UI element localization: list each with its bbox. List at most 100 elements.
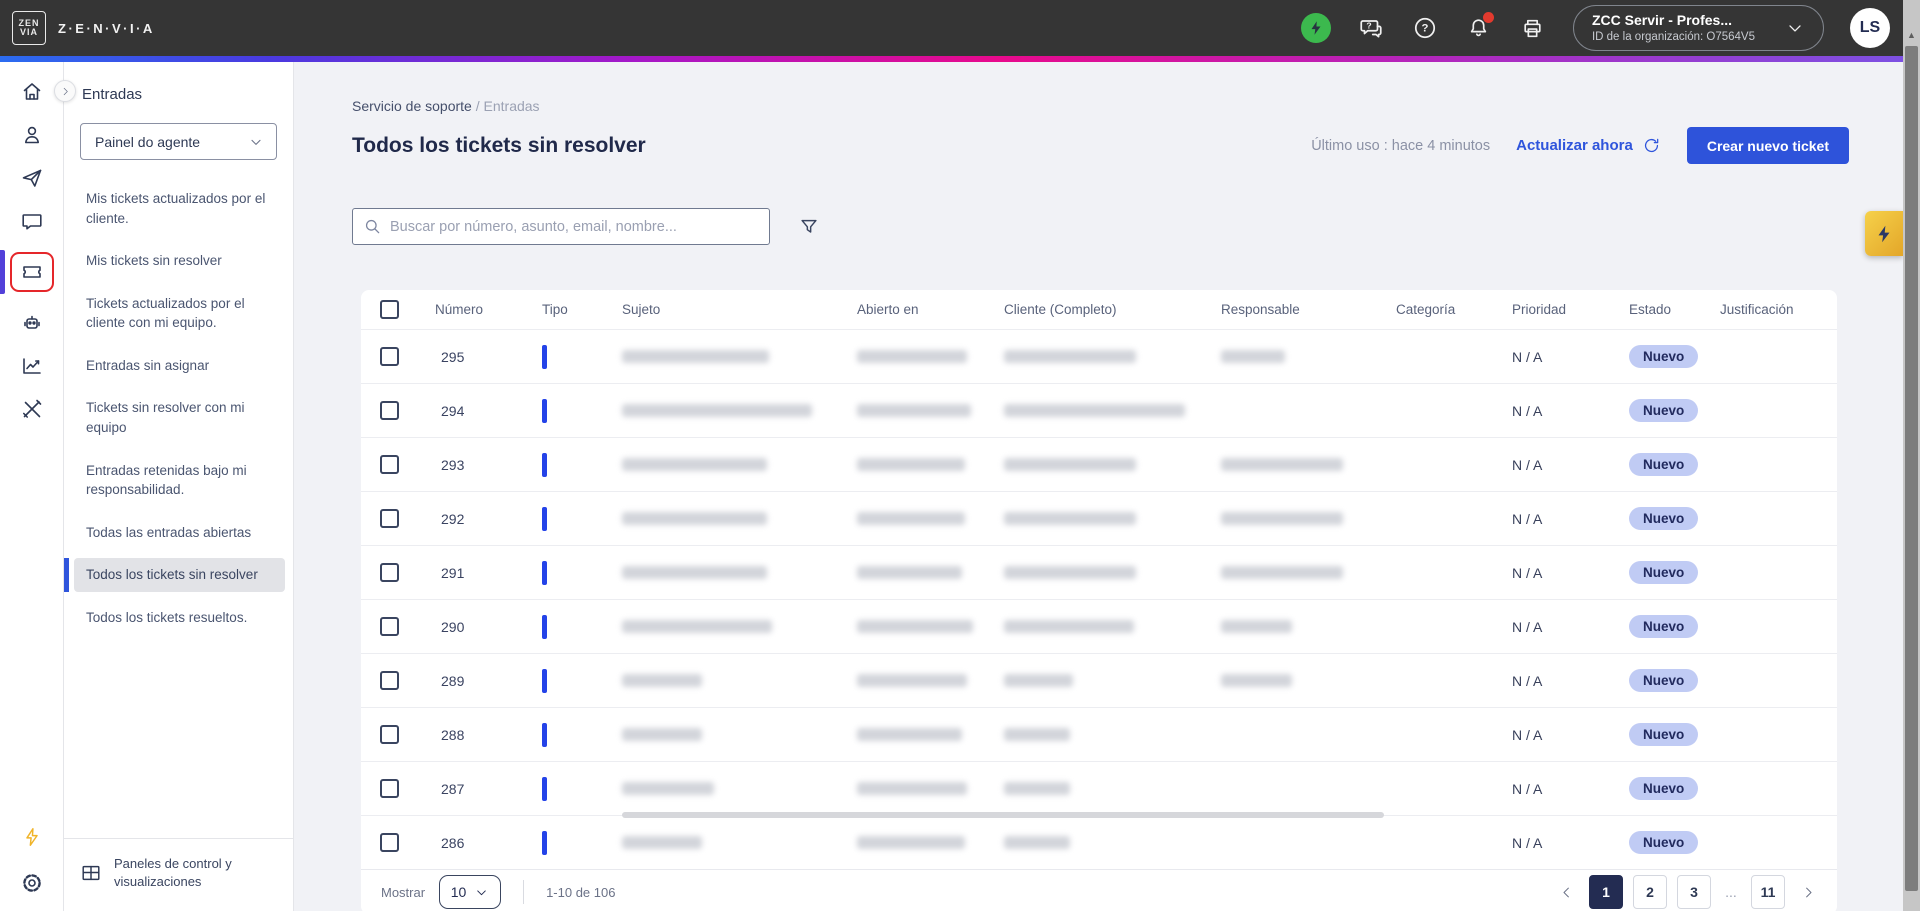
refresh-now-link[interactable]: Actualizar ahora xyxy=(1516,136,1661,155)
sidebar-item-label: Mis tickets actualizados por el cliente. xyxy=(86,191,266,226)
panel-select[interactable]: Painel do agente xyxy=(80,123,277,160)
sidebar-item-label: Tickets sin resolver con mi equipo xyxy=(86,400,245,435)
printer-icon[interactable] xyxy=(1519,14,1547,42)
row-checkbox[interactable] xyxy=(380,617,399,636)
row-cliente-cell xyxy=(1004,566,1221,579)
row-checkbox[interactable] xyxy=(380,833,399,852)
row-checkbox-cell xyxy=(361,617,435,636)
sidebar-item[interactable]: Todos los tickets sin resolver xyxy=(64,558,285,592)
table-row[interactable]: 294 N / A Nuevo xyxy=(361,383,1837,437)
quick-actions-lightning-icon[interactable] xyxy=(0,825,64,849)
row-checkbox[interactable] xyxy=(380,563,399,582)
row-checkbox[interactable] xyxy=(380,725,399,744)
redacted-cliente xyxy=(1004,782,1070,795)
column-header[interactable]: Tipo xyxy=(542,302,568,317)
row-checkbox[interactable] xyxy=(380,671,399,690)
icon-rail xyxy=(0,62,64,911)
previous-page-chevron[interactable] xyxy=(1553,879,1579,905)
notifications-bell-icon[interactable] xyxy=(1465,12,1494,42)
send-campaign-icon[interactable] xyxy=(0,166,64,190)
table-row[interactable]: 295 N / A Nuevo xyxy=(361,329,1837,383)
column-header[interactable]: Estado xyxy=(1629,302,1672,317)
page-button[interactable]: 3 xyxy=(1677,875,1711,909)
sidebar-item[interactable]: Todas las entradas abiertas xyxy=(74,516,285,550)
table-row[interactable]: 286 N / A Nuevo xyxy=(361,815,1837,869)
settings-gear-icon[interactable] xyxy=(0,871,64,895)
table-row[interactable]: 287 N / A Nuevo xyxy=(361,761,1837,815)
row-checkbox[interactable] xyxy=(380,401,399,420)
table-row[interactable]: 289 N / A Nuevo xyxy=(361,653,1837,707)
system-status-icon[interactable] xyxy=(1300,13,1331,43)
column-header[interactable]: Abierto en xyxy=(857,302,919,317)
sidebar-item[interactable]: Tickets actualizados por el cliente con … xyxy=(74,287,285,340)
next-page-chevron[interactable] xyxy=(1795,879,1821,905)
sidebar-item[interactable]: Todos los tickets resueltos. xyxy=(74,601,285,635)
table-row[interactable]: 292 N / A Nuevo xyxy=(361,491,1837,545)
table-row[interactable]: 291 N / A Nuevo xyxy=(361,545,1837,599)
sidebar-item[interactable]: Tickets sin resolver con mi equipo xyxy=(74,391,285,444)
tickets-icon-active[interactable] xyxy=(0,250,64,294)
table-row[interactable]: 290 N / A Nuevo xyxy=(361,599,1837,653)
sidebar-collapse-button[interactable] xyxy=(54,80,76,102)
table-row[interactable]: 288 N / A Nuevo xyxy=(361,707,1837,761)
select-all-checkbox[interactable] xyxy=(380,300,399,319)
column-header[interactable]: Número xyxy=(435,302,484,317)
logo-line1: ZEN xyxy=(18,18,40,28)
sidebar-item[interactable]: Mis tickets sin resolver xyxy=(74,244,285,278)
tipo-indicator-bar xyxy=(542,506,547,531)
home-icon[interactable] xyxy=(0,80,64,104)
contacts-icon[interactable] xyxy=(0,123,64,147)
column-header[interactable]: Sujeto xyxy=(622,302,661,317)
logo-line2: VIA xyxy=(19,27,38,37)
row-estado-cell: Nuevo xyxy=(1629,723,1720,746)
floating-lightning-button[interactable] xyxy=(1865,211,1903,256)
bots-icon[interactable] xyxy=(0,311,64,335)
row-numero: 292 xyxy=(441,510,465,527)
conversations-icon[interactable] xyxy=(0,209,64,233)
row-abierto-cell xyxy=(857,404,1004,417)
redacted-abierto-en xyxy=(857,728,962,741)
page-button[interactable]: 11 xyxy=(1751,875,1785,909)
column-header[interactable]: Categoría xyxy=(1396,302,1456,317)
row-checkbox[interactable] xyxy=(380,455,399,474)
scrollbar-up-arrow[interactable]: ▲ xyxy=(1907,29,1916,40)
row-checkbox[interactable] xyxy=(380,347,399,366)
create-ticket-button[interactable]: Crear nuevo ticket xyxy=(1686,127,1849,164)
sidebar-item[interactable]: Mis tickets actualizados por el cliente. xyxy=(74,182,285,235)
feedback-chat-icon[interactable]: ? xyxy=(1357,14,1385,42)
page-button[interactable]: ... xyxy=(1721,875,1741,909)
table-footer: Mostrar 10 1-10 de 106 1 2 3... 11 xyxy=(361,869,1837,911)
user-avatar[interactable]: LS xyxy=(1850,8,1890,48)
organization-id: ID de la organización: O7564V5 xyxy=(1591,30,1755,43)
page-button[interactable]: 2 xyxy=(1633,875,1667,909)
search-input[interactable] xyxy=(390,218,759,235)
sidebar-footer-dashboards[interactable]: Paneles de control y visualizaciones xyxy=(64,837,293,911)
row-checkbox[interactable] xyxy=(380,779,399,798)
tipo-indicator-bar xyxy=(542,614,547,639)
page-size-select[interactable]: 10 xyxy=(439,875,502,909)
sidebar-item[interactable]: Entradas retenidas bajo mi responsabilid… xyxy=(74,454,285,507)
status-badge: Nuevo xyxy=(1629,723,1699,746)
row-checkbox[interactable] xyxy=(380,509,399,528)
column-header[interactable]: Cliente (Completo) xyxy=(1004,302,1117,317)
redacted-abierto-en xyxy=(857,836,965,849)
filter-funnel-icon[interactable] xyxy=(798,216,820,238)
row-estado-cell: Nuevo xyxy=(1629,777,1720,800)
analytics-chart-icon[interactable] xyxy=(0,354,64,378)
tipo-indicator-bar xyxy=(542,560,547,585)
breadcrumb-root[interactable]: Servicio de soporte xyxy=(352,98,472,114)
organization-selector[interactable]: ZCC Servir - Profes... ID de la organiza… xyxy=(1572,5,1824,51)
column-header[interactable]: Prioridad xyxy=(1512,302,1567,317)
integrations-tools-icon[interactable] xyxy=(0,397,64,421)
column-header[interactable]: Justificación xyxy=(1720,302,1794,317)
column-header[interactable]: Responsable xyxy=(1221,302,1300,317)
sidebar-item[interactable]: Entradas sin asignar xyxy=(74,349,285,383)
help-icon[interactable]: ? xyxy=(1411,14,1439,42)
row-sujeto-cell xyxy=(622,404,857,417)
page-button[interactable]: 1 xyxy=(1589,875,1623,909)
row-tipo-cell xyxy=(542,506,622,531)
scrollbar-thumb[interactable] xyxy=(1905,46,1918,891)
table-row[interactable]: 293 N / A Nuevo xyxy=(361,437,1837,491)
row-abierto-cell xyxy=(857,620,1004,633)
table-horizontal-scrollbar[interactable] xyxy=(622,812,1384,818)
